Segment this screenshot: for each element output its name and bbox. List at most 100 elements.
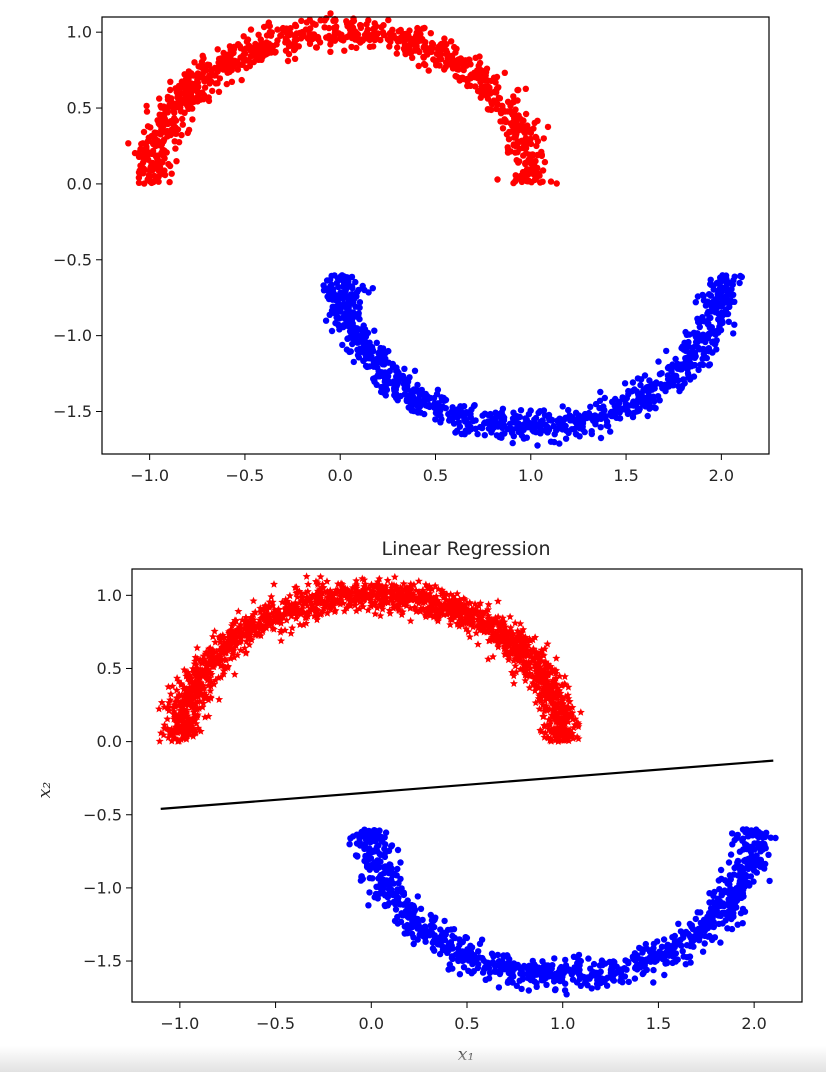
scatter-point <box>474 430 481 438</box>
scatter-point <box>190 702 199 711</box>
scatter-point <box>331 24 338 31</box>
scatter-point <box>587 965 594 972</box>
scatter-point <box>366 866 373 873</box>
scatter-point <box>414 46 421 53</box>
scatter-point <box>400 380 407 388</box>
scatter-point <box>382 829 390 836</box>
scatter-point <box>369 285 376 292</box>
scatter-point <box>253 623 262 632</box>
scatter-point <box>329 601 338 610</box>
scatter-point <box>164 682 173 691</box>
scatter-point <box>671 932 678 940</box>
scatter-point <box>431 947 438 954</box>
scatter-point <box>695 366 702 374</box>
scatter-point <box>438 603 447 611</box>
scatter-point <box>532 414 540 422</box>
scatter-point <box>156 95 163 102</box>
scatter-point <box>394 846 402 854</box>
scatter-point <box>259 53 266 60</box>
scatter-point <box>629 379 637 386</box>
scatter-point <box>555 714 564 722</box>
scatter-point <box>313 615 321 624</box>
scatter-point <box>512 667 521 676</box>
scatter-point <box>552 674 560 682</box>
scatter-point <box>560 736 569 744</box>
scatter-point <box>171 109 178 116</box>
scatter-point <box>466 616 475 625</box>
scatter-point <box>361 286 368 294</box>
scatter-point <box>168 126 175 133</box>
scatter-point <box>291 583 300 591</box>
scatter-point <box>397 587 406 595</box>
scatter-point <box>200 666 208 675</box>
scatter-point <box>215 645 224 654</box>
scatter-point <box>447 60 454 68</box>
scatter-point <box>651 398 658 405</box>
scatter-point <box>271 617 280 625</box>
scatter-point <box>462 950 469 957</box>
scatter-point <box>187 700 196 708</box>
scatter-point <box>251 608 260 616</box>
scatter-point <box>249 596 258 605</box>
x-tick-label: 1.5 <box>613 466 638 485</box>
scatter-point <box>289 604 298 613</box>
scatter-point <box>524 971 532 978</box>
scatter-point <box>379 345 387 352</box>
scatter-point <box>574 960 582 967</box>
scatter-point <box>365 902 372 909</box>
scatter-point <box>205 94 212 101</box>
scatter-point <box>750 853 758 860</box>
scatter-point <box>440 44 448 51</box>
scatter-point <box>552 679 561 688</box>
scatter-point <box>483 65 491 72</box>
scatter-point <box>504 144 511 151</box>
scatter-point <box>369 875 376 882</box>
scatter-point <box>341 47 348 54</box>
scatter-point <box>201 657 210 666</box>
scatter-point <box>767 834 774 841</box>
scatter-point <box>141 180 148 187</box>
scatter-point <box>494 631 502 639</box>
scatter-point <box>601 407 608 414</box>
scatter-point <box>715 877 722 884</box>
scatter-point <box>405 914 412 921</box>
scatter-point <box>506 420 514 428</box>
scatter-point <box>219 670 228 678</box>
scatter-point <box>177 700 186 708</box>
scatter-point <box>684 354 691 361</box>
scatter-point <box>682 961 689 968</box>
scatter-point <box>550 978 558 985</box>
scatter-point <box>267 592 276 601</box>
scatter-point <box>292 22 300 30</box>
scatter-point <box>756 844 763 851</box>
scatter-point <box>712 309 719 316</box>
scatter-point <box>694 337 701 344</box>
scatter-point <box>656 948 663 955</box>
scatter-point <box>196 682 205 691</box>
scatter-point <box>475 616 484 624</box>
scatter-point <box>343 274 351 281</box>
scatter-point <box>343 33 351 41</box>
scatter-point <box>254 631 263 639</box>
scatter-point <box>597 424 604 431</box>
scatter-point <box>358 599 367 608</box>
scatter-point <box>523 416 530 423</box>
scatter-point <box>695 926 703 933</box>
scatter-point <box>644 412 651 420</box>
scatter-point <box>307 598 316 606</box>
scatter-point <box>556 421 564 429</box>
scatter-point <box>479 412 486 419</box>
plot-frame <box>101 16 770 455</box>
scatter-point <box>477 94 484 101</box>
scatter-point <box>194 724 203 732</box>
scatter-point <box>393 364 400 371</box>
scatter-point <box>406 398 414 406</box>
scatter-point <box>353 325 361 332</box>
scatter-point <box>311 590 320 598</box>
scatter-point <box>375 574 384 583</box>
scatter-point <box>254 48 261 55</box>
scatter-point <box>571 964 578 972</box>
scatter-point <box>485 636 494 645</box>
scatter-point <box>185 105 192 113</box>
scatter-point <box>471 74 479 81</box>
